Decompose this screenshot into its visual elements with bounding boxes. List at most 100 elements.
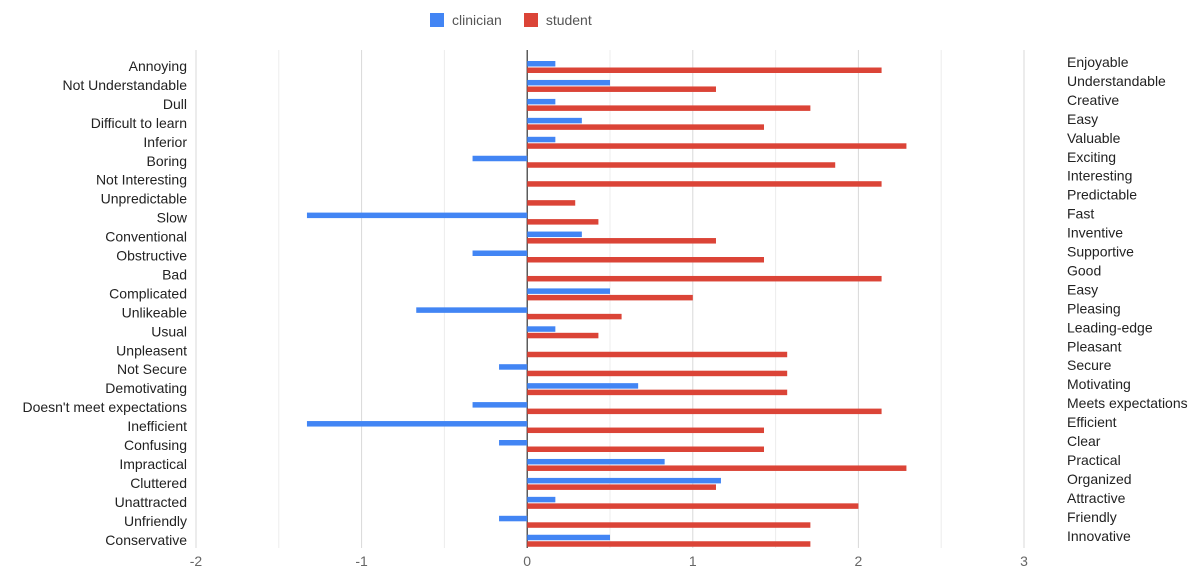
right-category-label: Pleasant (1067, 338, 1122, 354)
bar-clinician (499, 440, 528, 446)
right-category-label: Motivating (1067, 376, 1131, 392)
bar-student (527, 294, 693, 301)
left-category-label: Complicated (109, 285, 187, 301)
bar-clinician (306, 421, 528, 427)
bar-student (527, 541, 811, 547)
left-category-label: Annoying (129, 58, 187, 74)
bar-clinician (527, 231, 582, 238)
right-category-label: Attractive (1067, 490, 1126, 506)
bar-student (527, 351, 788, 358)
right-category-label: Practical (1067, 452, 1121, 468)
bar-student (527, 257, 765, 263)
legend-swatch-clinician (430, 13, 444, 27)
chart-legend: clinician student (430, 12, 592, 28)
right-category-label: Supportive (1067, 244, 1134, 260)
right-category-label: Clear (1067, 433, 1101, 449)
legend-label-clinician: clinician (452, 12, 502, 28)
right-category-label: Organized (1067, 471, 1132, 487)
bar-student (527, 219, 599, 225)
x-tick-label: 3 (1020, 553, 1028, 569)
bar-clinician (527, 79, 610, 86)
left-category-label: Dull (163, 96, 187, 112)
bar-clinician (527, 534, 610, 541)
bar-student (527, 389, 788, 396)
left-category-label: Inferior (143, 134, 187, 150)
left-category-label: Unfriendly (124, 513, 187, 529)
bar-student (527, 503, 859, 509)
left-category-label: Confusing (124, 437, 187, 453)
bar-clinician (472, 155, 528, 162)
right-category-label: Inventive (1067, 225, 1123, 241)
bar-clinician (472, 250, 528, 256)
left-category-label: Not Understandable (62, 77, 187, 93)
left-category-label: Unattracted (115, 494, 187, 510)
bar-clinician (527, 383, 639, 389)
left-category-label: Impractical (119, 456, 187, 472)
bar-clinician (527, 136, 556, 143)
x-tick-label: -2 (190, 553, 203, 569)
right-category-label: Fast (1067, 206, 1094, 222)
bar-student (527, 275, 882, 282)
legend-swatch-student (523, 13, 538, 27)
left-category-label: Unpleasent (116, 342, 187, 358)
bar-student (527, 484, 716, 490)
bar-clinician (499, 364, 528, 370)
bar-student (527, 446, 765, 452)
left-category-label: Unpredictable (101, 191, 188, 207)
left-category-label: Boring (147, 153, 187, 169)
bar-student (527, 67, 882, 73)
bar-student (527, 465, 907, 471)
bar-student (527, 162, 836, 168)
right-category-label: Good (1067, 262, 1101, 278)
right-category-label: Understandable (1067, 73, 1166, 89)
right-category-label: Secure (1067, 357, 1112, 373)
bar-clinician (306, 212, 528, 219)
bar-student (527, 522, 811, 528)
left-category-label: Unlikeable (122, 304, 188, 320)
bar-student (527, 370, 788, 377)
right-category-label: Exciting (1067, 149, 1116, 165)
left-category-label: Conventional (105, 229, 187, 245)
bar-clinician (527, 117, 582, 124)
bar-clinician (527, 326, 556, 332)
bar-student (527, 427, 765, 434)
bar-student (527, 200, 576, 206)
bar-clinician (499, 515, 528, 522)
right-category-label: Efficient (1067, 414, 1117, 430)
right-category-label: Creative (1067, 92, 1119, 108)
bar-clinician (527, 458, 665, 465)
left-category-label: Cluttered (130, 475, 187, 491)
left-category-label: Demotivating (105, 380, 187, 396)
bar-student (527, 86, 716, 92)
bar-student (527, 408, 882, 415)
bar-clinician (527, 98, 556, 105)
x-tick-label: -1 (355, 553, 368, 569)
left-category-label: Usual (151, 323, 187, 339)
bar-clinician (527, 477, 721, 484)
right-category-label: Valuable (1067, 130, 1121, 146)
legend-label-student: student (545, 12, 592, 28)
right-category-label: Innovative (1067, 528, 1131, 544)
left-category-label: Difficult to learn (91, 115, 187, 131)
right-category-label: Easy (1067, 111, 1098, 127)
right-category-label: Pleasing (1067, 300, 1121, 316)
right-category-label: Friendly (1067, 509, 1117, 525)
bar-clinician (527, 288, 610, 294)
bar-clinician (416, 307, 528, 313)
bar-student (527, 143, 907, 149)
x-tick-label: 2 (855, 553, 863, 569)
bar-student (527, 238, 716, 244)
left-category-label: Slow (157, 210, 188, 226)
bar-student (527, 105, 811, 111)
x-tick-label: 0 (523, 553, 531, 569)
left-category-label: Bad (162, 266, 187, 282)
bar-student (527, 124, 765, 130)
left-category-label: Conservative (105, 532, 187, 548)
bar-student (527, 313, 622, 320)
legend-item-clinician: clinician (430, 12, 502, 28)
legend-item-student: student (523, 12, 592, 28)
x-tick-label: 1 (689, 553, 697, 569)
bar-student (527, 332, 599, 339)
bar-clinician (527, 61, 556, 67)
